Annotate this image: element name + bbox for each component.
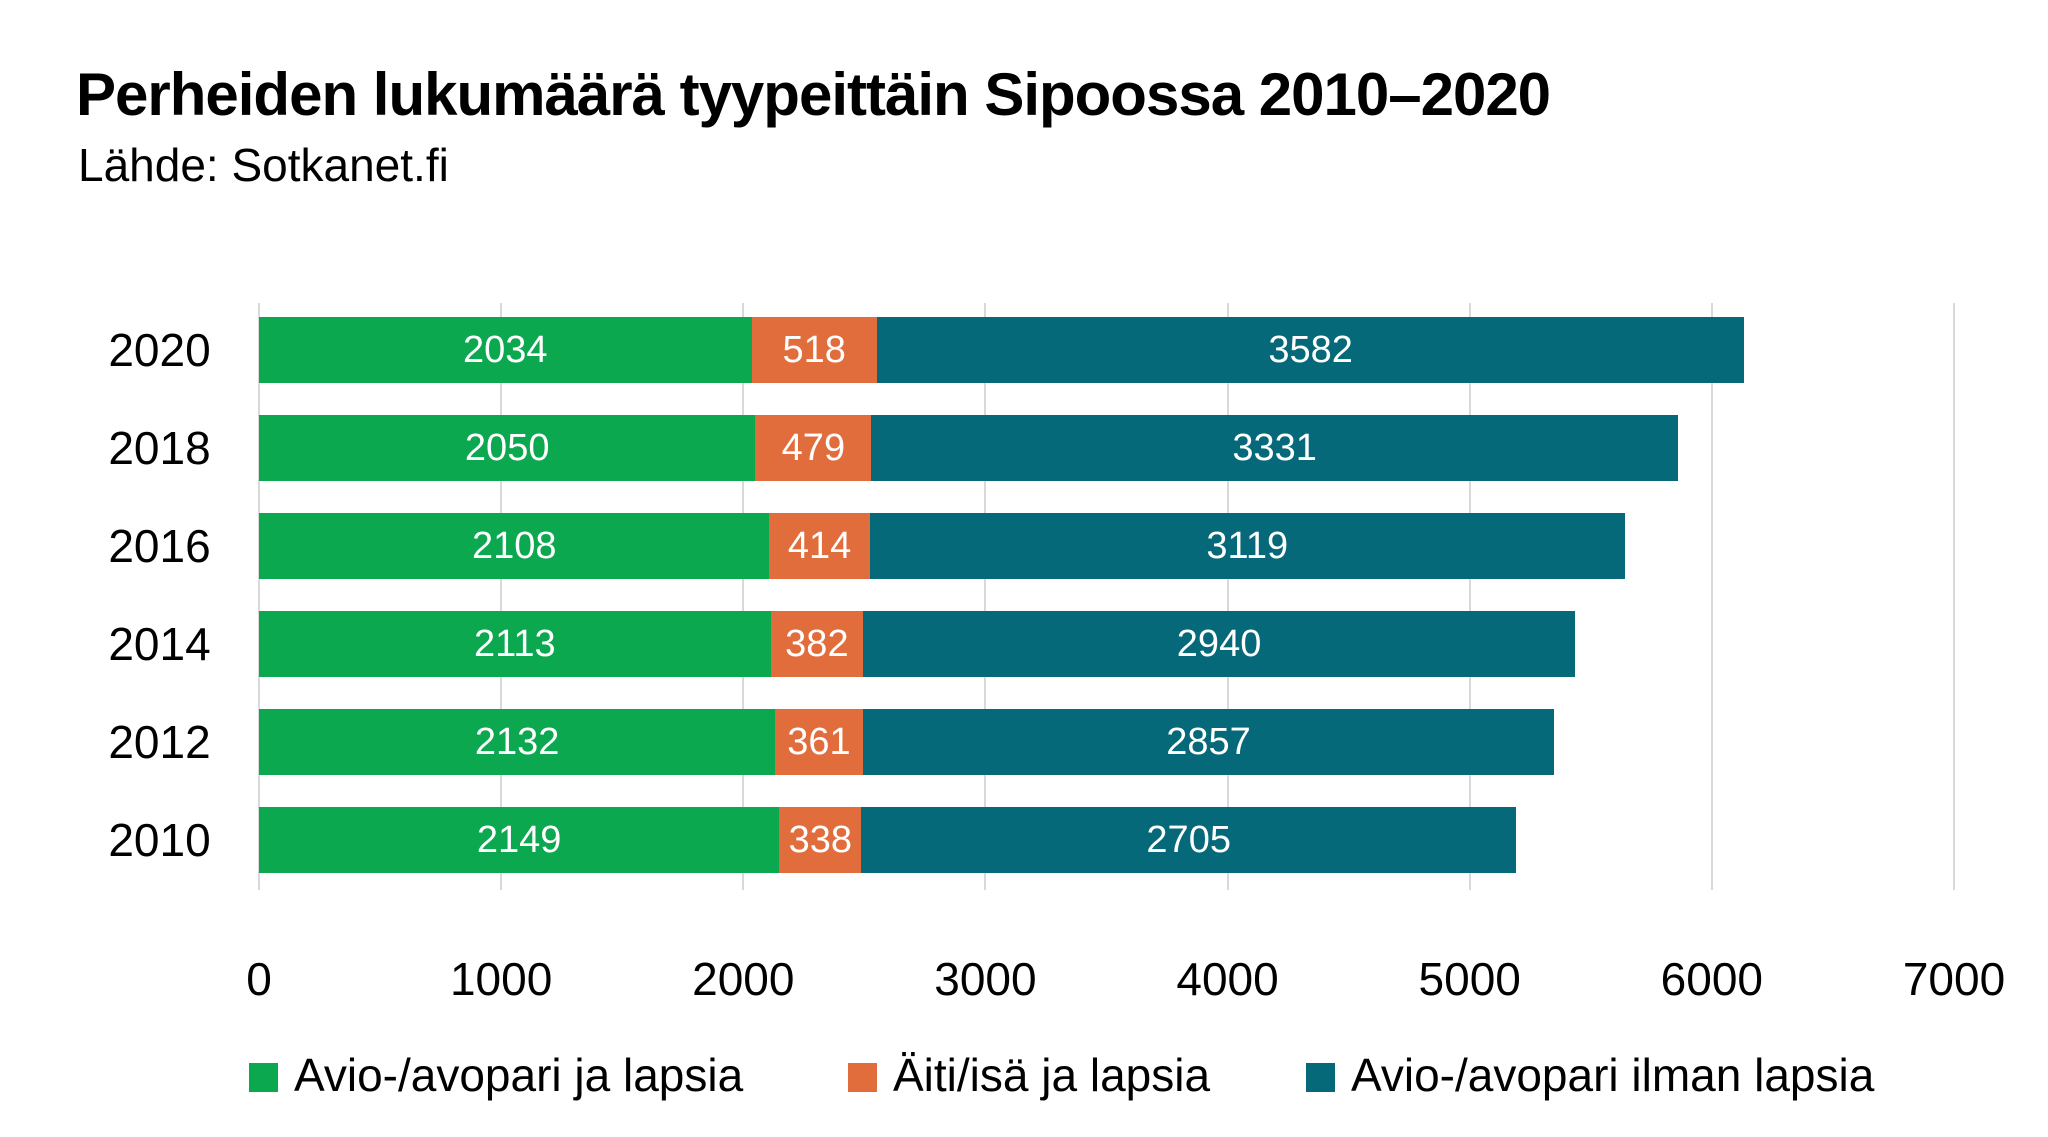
bar-value-label: 361	[787, 720, 851, 763]
y-axis-label-2012: 2012	[108, 716, 211, 768]
bar-segment-couple-without-children-2020: 3582	[876, 317, 1745, 383]
legend-label-couple-without-children: Avio-/avopari ilman lapsia	[1351, 1049, 1875, 1101]
chart-title: Perheiden lukumäärä tyypeittäin Sipoossa…	[76, 61, 1551, 128]
x-axis-tick-6000: 6000	[1660, 953, 1764, 1005]
bar-rows: 2020 2034 518 3582 2018 2050 479 3331 2016 2108 41…	[60, 317, 1954, 873]
x-axis-tick-0: 0	[246, 953, 272, 1005]
gridline-5000	[1468, 303, 1471, 890]
bar-row-2012: 2012 2132 361 2857	[60, 709, 1954, 775]
legend-item-couple-without-children: Avio-/avopari ilman lapsia	[1306, 1048, 1874, 1102]
x-axis-tick-4000: 4000	[1176, 953, 1279, 1005]
legend-item-single-parent-with-children: Äiti/isä ja lapsia	[848, 1048, 1210, 1102]
x-axis-tick-2000: 2000	[692, 953, 795, 1005]
chart-source: Lähde: Sotkanet.fi	[78, 139, 449, 191]
gridline-7000	[1953, 303, 1955, 890]
bar-value-label: 382	[785, 622, 849, 665]
bar-value-label: 2034	[462, 328, 548, 371]
gridlines-layer	[258, 303, 1955, 890]
legend-swatch-couple-without-children	[1306, 1062, 1335, 1092]
bar-segment-single-parent-with-children-2014: 382	[770, 611, 864, 677]
bar-segment-single-parent-with-children-2010: 338	[779, 807, 862, 873]
legend-swatch-couple-with-children	[249, 1062, 278, 1092]
gridline-6000	[1710, 303, 1713, 890]
y-axis-label-2016: 2016	[108, 520, 211, 572]
bar-value-label: 3331	[1232, 426, 1317, 469]
bar-segment-single-parent-with-children-2020: 518	[751, 317, 877, 383]
bar-segment-couple-without-children-2018: 3331	[871, 415, 1678, 481]
bar-value-label: 2149	[476, 818, 562, 861]
legend-swatch-single-parent-with-children	[848, 1062, 877, 1092]
bar-value-label: 3119	[1206, 524, 1289, 567]
bar-segment-couple-without-children-2014: 2940	[863, 611, 1576, 677]
y-axis-label-2014: 2014	[108, 618, 211, 670]
bar-value-label: 414	[787, 524, 852, 567]
bar-row-2020: 2020 2034 518 3582	[60, 317, 1954, 383]
bar-value-label: 2108	[471, 524, 557, 567]
legend: Avio-/avopari ja lapsia Äiti/isä ja lapsi…	[0, 1048, 2048, 1118]
gridline-4000	[1226, 303, 1229, 890]
gridline-1000	[500, 303, 503, 890]
bar-row-2014: 2014 2113 382 2940	[60, 611, 1954, 677]
bar-row-2016: 2016 2108 414 3119	[60, 513, 1954, 579]
legend-item-couple-with-children: Avio-/avopari ja lapsia	[249, 1048, 743, 1102]
bar-track-2010: 2149 338 2705	[259, 807, 1954, 873]
x-axis: 0 1000 2000 3000 4000 5000 6000 7000	[246, 952, 2005, 1012]
bar-value-label: 3582	[1268, 328, 1353, 371]
bar-row-2018: 2018 2050 479 3331	[60, 415, 1954, 481]
legend-label-single-parent-with-children: Äiti/isä ja lapsia	[893, 1049, 1211, 1101]
bar-track-2016: 2108 414 3119	[259, 513, 1954, 579]
x-axis-tick-1000: 1000	[449, 953, 553, 1005]
bar-segment-couple-without-children-2016: 3119	[869, 513, 1625, 579]
bar-track-2018: 2050 479 3331	[259, 415, 1954, 481]
bar-value-label: 2940	[1176, 622, 1262, 665]
bar-value-label: 2857	[1166, 720, 1251, 763]
x-axis-tick-7000: 7000	[1902, 953, 2006, 1005]
bar-value-label: 2705	[1146, 818, 1231, 861]
gridline-2000	[742, 303, 745, 890]
bar-track-2012: 2132 361 2857	[259, 709, 1954, 775]
bar-value-label: 2113	[473, 622, 556, 665]
x-axis-tick-5000: 5000	[1418, 953, 1521, 1005]
bar-row-2010: 2010 2149 338 2705	[60, 807, 1954, 873]
bar-segment-couple-with-children-2014: 2113	[259, 611, 771, 677]
bar-segment-couple-with-children-2016: 2108	[259, 513, 770, 579]
bar-segment-couple-with-children-2020: 2034	[259, 317, 752, 383]
bar-value-label: 518	[782, 328, 846, 371]
bar-segment-couple-with-children-2010: 2149	[259, 807, 780, 873]
bar-value-label: 479	[781, 426, 846, 469]
legend-label-couple-with-children: Avio-/avopari ja lapsia	[294, 1049, 744, 1101]
bar-track-2014: 2113 382 2940	[259, 611, 1954, 677]
bar-segment-couple-with-children-2018: 2050	[259, 415, 756, 481]
y-axis-label-2010: 2010	[108, 814, 211, 866]
bar-segment-couple-with-children-2012: 2132	[259, 709, 776, 775]
y-axis-label-2020: 2020	[108, 324, 211, 376]
bar-segment-single-parent-with-children-2012: 361	[775, 709, 863, 775]
bar-value-label: 2132	[474, 720, 560, 763]
bar-segment-couple-without-children-2012: 2857	[862, 709, 1555, 775]
gridline-0	[258, 303, 260, 890]
gridline-3000	[984, 303, 987, 890]
bar-value-label: 338	[788, 818, 852, 861]
y-axis-label-2018: 2018	[108, 422, 211, 474]
bar-segment-single-parent-with-children-2018: 479	[755, 415, 872, 481]
bar-track-2020: 2034 518 3582	[259, 317, 1954, 383]
x-axis-tick-3000: 3000	[934, 953, 1037, 1005]
bar-value-label: 2050	[464, 426, 550, 469]
bar-segment-single-parent-with-children-2016: 414	[769, 513, 870, 579]
bar-segment-couple-without-children-2010: 2705	[861, 807, 1517, 873]
